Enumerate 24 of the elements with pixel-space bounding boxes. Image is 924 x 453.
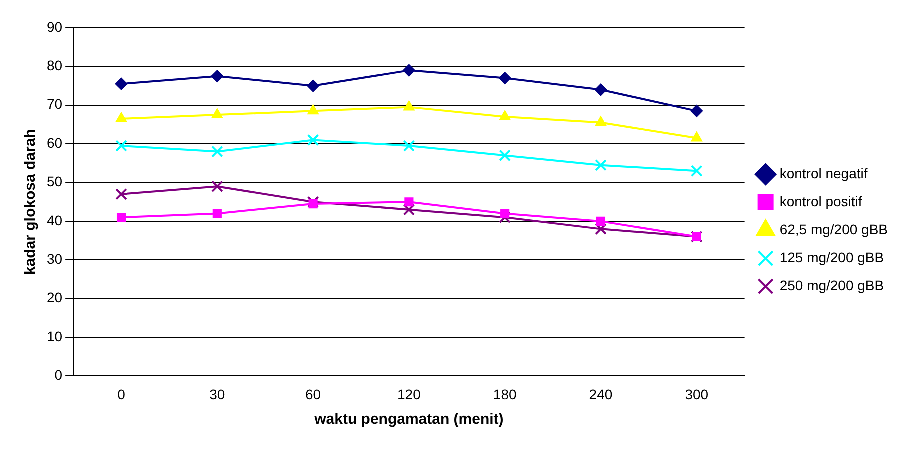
x-axis-title: waktu pengamatan (menit) bbox=[314, 411, 504, 428]
x-tick-label: 60 bbox=[306, 386, 322, 402]
y-tick-label: 50 bbox=[46, 174, 63, 190]
y-axis-title: kadar glokosa darah bbox=[22, 129, 40, 276]
y-tick-label: 80 bbox=[46, 58, 63, 74]
legend-label: 62,5 mg/200 gBB bbox=[780, 221, 888, 238]
x-tick-label: 300 bbox=[685, 386, 709, 402]
y-tick-label: 40 bbox=[46, 212, 63, 228]
legend-label: 250 mg/200 gBB bbox=[780, 277, 884, 294]
y-tick-label: 60 bbox=[46, 134, 63, 151]
y-tick-label: 10 bbox=[46, 328, 63, 344]
x-tick-label: 240 bbox=[589, 386, 613, 402]
x-tick-label: 120 bbox=[398, 386, 422, 402]
x-tick-label: 30 bbox=[210, 386, 226, 402]
y-tick-label: 30 bbox=[46, 250, 63, 267]
y-tick-label: 90 bbox=[46, 18, 63, 35]
legend-label: kontrol positif bbox=[780, 193, 862, 210]
y-tick-label: 20 bbox=[46, 290, 63, 306]
legend-label: 125 mg/200 gBB bbox=[780, 249, 884, 266]
y-tick-label: 70 bbox=[46, 96, 63, 112]
x-tick-label: 180 bbox=[493, 386, 517, 402]
y-tick-label: 0 bbox=[54, 367, 63, 384]
legend-label: kontrol negatif bbox=[780, 165, 868, 182]
x-tick-label: 0 bbox=[118, 386, 126, 402]
